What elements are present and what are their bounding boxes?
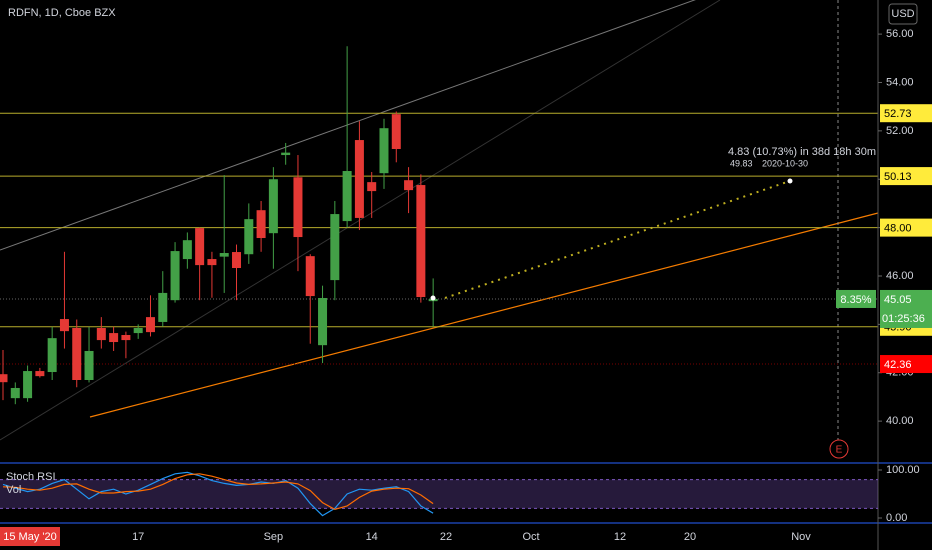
y-tick-label: 100.00 [886,464,920,476]
measure-target: 49.83 [730,158,753,168]
candle-body [158,292,168,322]
candle-body [72,327,82,381]
y-tick-label: 52.00 [886,125,914,137]
candle-body [232,252,242,269]
candle-body [182,240,192,260]
chart-title: RDFN, 1D, Cboe BZX [8,7,116,19]
currency-box[interactable] [888,3,918,25]
candle-body [133,327,143,334]
level-label: 48.00 [884,223,912,235]
candle-body [367,182,377,192]
candle-body [96,327,106,341]
projection-line [444,180,791,299]
indicator-name: Stoch RSI [6,471,56,483]
countdown: 01:25:36 [882,313,925,325]
change-box [836,289,876,308]
y-tick-label: 0.00 [886,512,907,524]
candle-body [23,371,33,399]
measure-text: 4.83 (10.73%) in 38d 18h 30m [728,146,876,158]
candle-body [404,180,414,191]
measure-date: 2020-10-30 [762,158,808,168]
candle-body [305,256,315,297]
candle-body [195,228,205,266]
level-box [880,167,932,186]
candle-body [145,317,155,333]
x-tick-label: Sep [264,531,284,543]
last-point [430,295,436,301]
candle-body [379,128,389,174]
candle-body [391,114,401,150]
last-price-box [880,289,932,328]
candle-body [47,338,57,373]
x-tick-label: 22 [440,531,452,543]
candle-body [121,335,131,341]
level-box [880,104,932,123]
candle-body [354,140,364,218]
crosshair-date-box [0,527,60,546]
candle-body [10,387,20,399]
x-tick-label: 12 [614,531,626,543]
candle-body [59,319,69,332]
change-label: 8.35% [840,294,871,306]
x-tick-label: 20 [684,531,696,543]
y-tick-label: 46.00 [886,270,914,282]
candle-body [268,179,278,234]
candle-body [35,371,45,377]
x-tick-label: Oct [522,531,539,543]
candle-body [170,251,180,301]
currency: USD [891,8,914,20]
stoch-line [2,471,434,517]
y-tick-label: 56.00 [886,28,914,40]
level-box [880,218,932,237]
channel-line [0,0,721,441]
candle-body [207,259,217,266]
candle-body [256,210,266,239]
candle-body [84,350,94,381]
level-box [880,355,932,374]
candle-body [109,333,119,343]
x-tick-label: 17 [132,531,144,543]
candle-body [244,219,254,255]
y-tick-label: 40.00 [886,415,914,427]
earnings-marker [829,439,849,459]
band-fill [0,479,878,509]
candle-body [330,214,340,281]
x-tick-label: Nov [791,531,811,543]
candle-body [281,152,291,156]
crosshair-date: 15 May '20 [3,531,56,543]
candle-body [293,177,303,238]
channel-line [0,0,696,251]
x-tick-label: 14 [366,531,378,543]
level-label: 42.36 [884,359,912,371]
earnings-label: E [836,445,843,456]
candle-body [219,253,229,257]
stoch-line [2,473,434,511]
volume-label: Vol [6,484,21,496]
trend-line [89,212,879,418]
level-label: 52.73 [884,108,912,120]
candle-body [416,185,426,298]
y-tick-label: 54.00 [886,76,914,88]
candle-body [318,298,328,346]
candle-body [342,171,352,222]
last-price-label: 45.05 [884,294,912,306]
projection-point [787,178,793,184]
level-label: 50.13 [884,171,912,183]
candle-body [0,374,8,383]
